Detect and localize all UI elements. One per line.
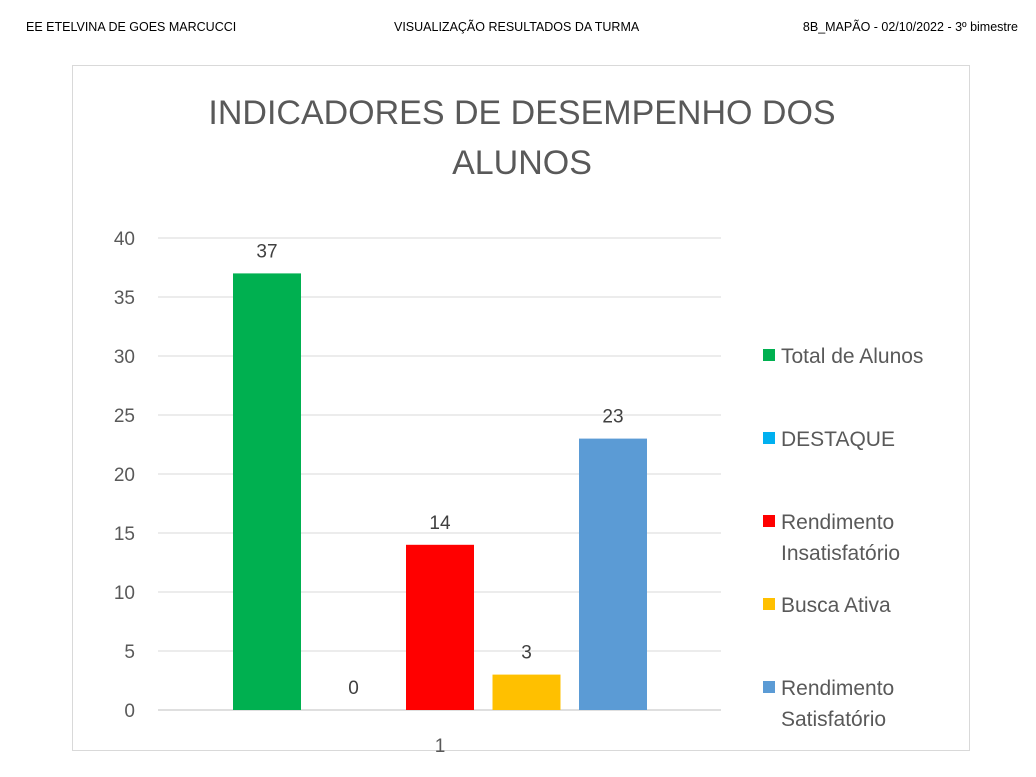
y-tick-label: 10	[114, 583, 135, 604]
bar	[406, 544, 474, 710]
legend-swatch	[763, 349, 775, 361]
bar	[233, 273, 301, 710]
legend-label: DESTAQUE	[781, 428, 895, 451]
y-tick-label: 35	[114, 288, 135, 309]
chart-frame: INDICADORES DE DESEMPENHO DOS ALUNOS 0 5 10 1…	[72, 65, 970, 752]
chart-title-line: INDICADORES DE DESEMPENHO DOS	[208, 94, 835, 132]
legend-label: Busca Ativa	[781, 594, 891, 617]
y-tick-label: 20	[114, 465, 135, 486]
chart-title-line: ALUNOS	[452, 144, 592, 182]
y-tick-label: 40	[114, 229, 135, 250]
legend-label: Total de Alunos	[781, 345, 923, 368]
legend-swatch	[763, 432, 775, 444]
school-name: EE ETELVINA DE GOES MARCUCCI	[26, 20, 237, 34]
report-title: VISUALIZAÇÃO RESULTADOS DA TURMA	[394, 20, 640, 34]
bar	[579, 438, 647, 710]
data-label: 3	[521, 643, 532, 664]
y-tick-label: 5	[124, 642, 135, 663]
y-tick-label: 25	[114, 406, 135, 427]
y-tick-label: 30	[114, 347, 135, 368]
legend-swatch	[763, 681, 775, 693]
data-label: 0	[348, 678, 359, 699]
legend-label: Rendimento Insatisfatório	[781, 511, 900, 565]
legend-swatch	[763, 598, 775, 610]
legend-label: Rendimento Satisfatório	[781, 677, 894, 731]
data-label: 23	[602, 407, 623, 428]
y-tick-label: 0	[124, 701, 135, 722]
data-label: 37	[256, 241, 277, 262]
performance-bar-chart: INDICADORES DE DESEMPENHO DOSALUNOS05101…	[114, 94, 924, 752]
y-tick-label: 15	[114, 524, 135, 545]
legend-swatch	[763, 515, 775, 527]
bar	[492, 674, 561, 710]
class-date-info: 8B_MAPÃO - 02/10/2022 - 3º bimestre	[802, 20, 1018, 34]
x-tick-label: 1	[435, 736, 446, 752]
data-label: 14	[429, 513, 451, 534]
